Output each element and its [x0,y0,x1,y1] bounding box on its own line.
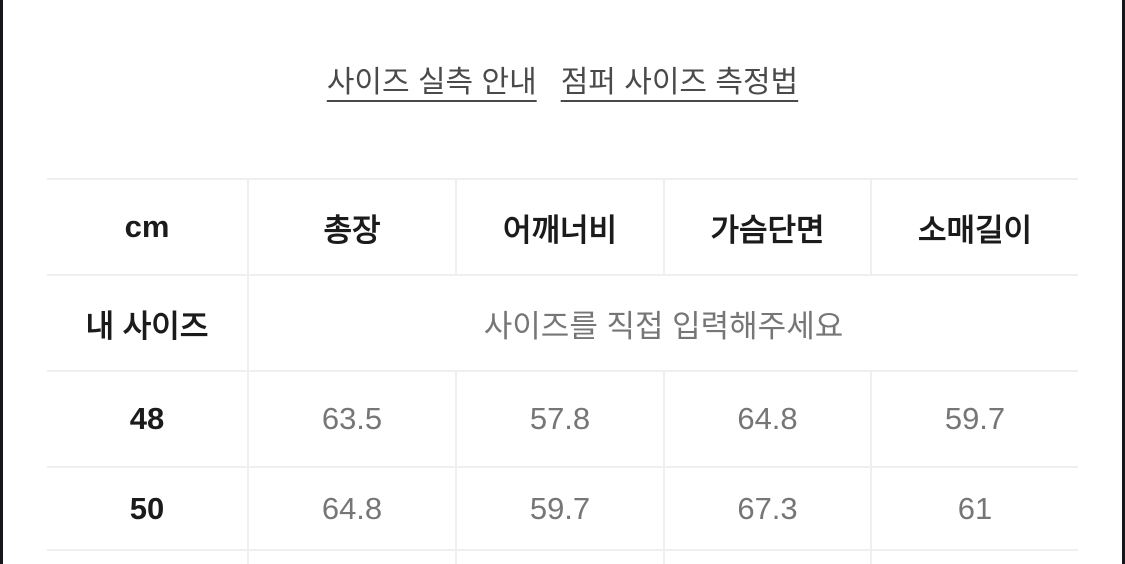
size-50-chest-value: 67.3 [663,466,872,551]
jumper-size-method-link[interactable]: 점퍼 사이즈 측정법 [560,66,799,99]
size-48-label: 48 [47,370,249,468]
column-header-shoulder: 어깨너비 [455,178,665,276]
partial-cell [455,549,665,564]
size-50-shoulder-value: 59.7 [455,466,665,551]
size-48-length-value: 63.5 [247,370,457,468]
partial-cell [47,549,249,564]
column-header-cm: cm [47,178,249,276]
partial-cell [870,549,1078,564]
screen-edge-left [0,0,3,564]
column-header-chest: 가슴단면 [663,178,872,276]
size-48-shoulder-value: 57.8 [455,370,665,468]
size-row-48: 48 63.5 57.8 64.8 59.7 [47,370,1078,468]
my-size-row: 내 사이즈 사이즈를 직접 입력해주세요 [47,274,1078,372]
size-guide-links: 사이즈 실측 안내 점퍼 사이즈 측정법 [0,63,1125,102]
size-measurement-guide-link[interactable]: 사이즈 실측 안내 [326,66,537,99]
my-size-input-cell[interactable]: 사이즈를 직접 입력해주세요 [247,274,1078,372]
size-row-partial [47,549,1078,564]
size-50-label: 50 [47,466,249,551]
size-48-chest-value: 64.8 [663,370,872,468]
size-row-50: 50 64.8 59.7 67.3 61 [47,466,1078,551]
size-table: cm 총장 어깨너비 가슴단면 소매길이 내 사이즈 사이즈를 직접 입력해주세… [47,178,1078,564]
size-50-sleeve-value: 61 [870,466,1078,551]
column-header-sleeve: 소매길이 [870,178,1078,276]
partial-cell [247,549,457,564]
size-table-header-row: cm 총장 어깨너비 가슴단면 소매길이 [47,178,1078,276]
my-size-row-label: 내 사이즈 [47,274,249,372]
partial-cell [663,549,872,564]
column-header-length: 총장 [247,178,457,276]
size-50-length-value: 64.8 [247,466,457,551]
screen-edge-right [1122,0,1125,564]
size-48-sleeve-value: 59.7 [870,370,1078,468]
